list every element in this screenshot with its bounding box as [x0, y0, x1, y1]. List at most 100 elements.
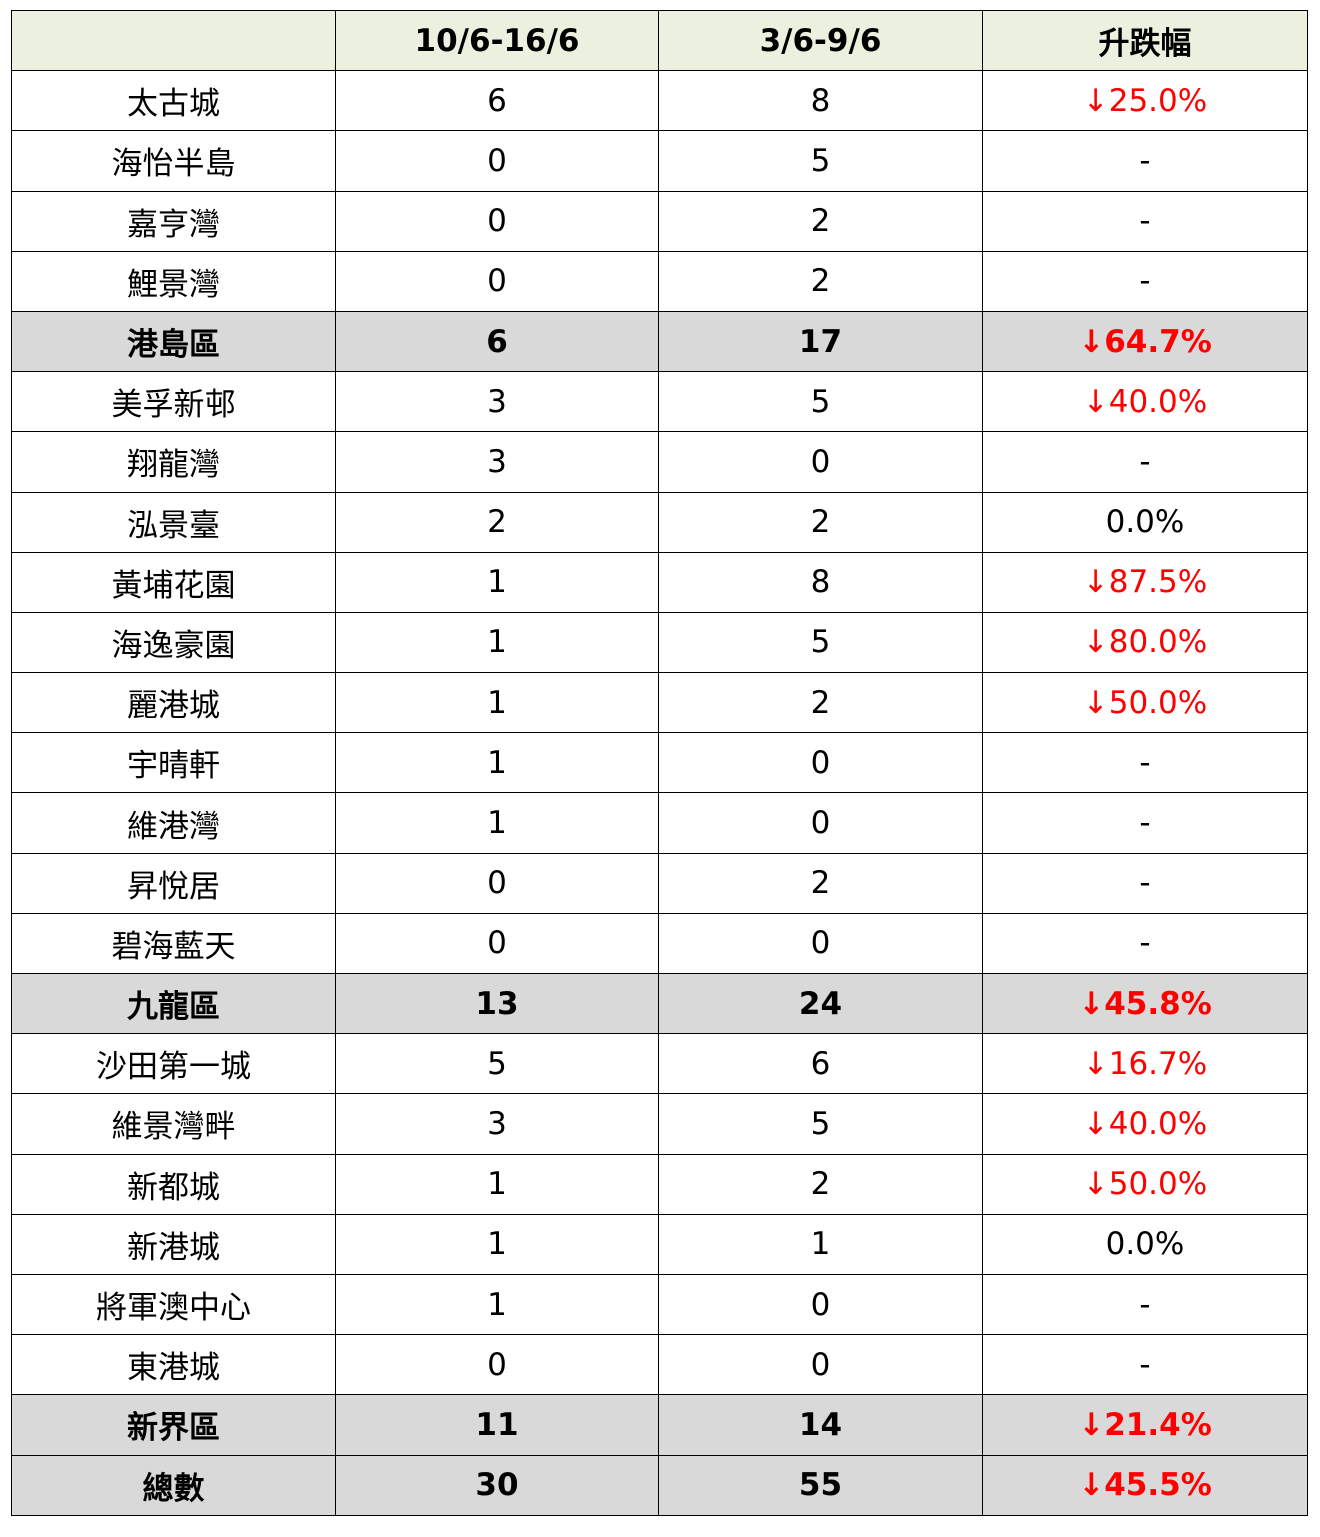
previous-cell: 5: [658, 130, 983, 192]
row: 維景灣畔 3 5 ↓40.0%: [11, 1093, 1308, 1155]
row: 碧海藍天 0 0-: [11, 912, 1308, 975]
subtotal-row: 新界區 11 14 ↓21.4%: [11, 1394, 1308, 1456]
previous-cell: 14: [658, 1394, 983, 1456]
current-cell: 0: [335, 912, 659, 975]
row: 黃埔花園 1 8 ↓87.5%: [11, 551, 1308, 613]
current-cell: 1: [335, 672, 659, 734]
previous-cell: 2: [658, 1153, 983, 1215]
change-cell: ↓64.7%: [982, 310, 1308, 373]
name-cell: 港島區: [11, 310, 336, 373]
header-row: 10/6-16/6 3/6-9/6 升跌幅: [11, 9, 1308, 72]
row: 東港城 0 0-: [11, 1334, 1308, 1396]
previous-cell: 24: [658, 972, 983, 1035]
change-cell: ↓50.0%: [982, 1153, 1308, 1215]
name-cell: 東港城: [11, 1334, 336, 1396]
name-cell: 將軍澳中心: [11, 1273, 336, 1336]
current-cell: 6: [335, 70, 659, 132]
previous-cell: 0: [658, 792, 983, 854]
change-cell: ↓45.8%: [982, 972, 1308, 1035]
previous-cell: 0: [658, 431, 983, 493]
name-cell: 翔龍灣: [11, 431, 336, 493]
current-cell: 0: [335, 130, 659, 192]
name-cell: 黃埔花園: [11, 551, 336, 613]
previous-cell: 1: [658, 1213, 983, 1275]
previous-cell: 2: [658, 852, 983, 914]
row: 宇晴軒 1 0-: [11, 732, 1308, 794]
current-cell: 0: [335, 190, 659, 252]
change-cell: ↓80.0%: [982, 611, 1308, 674]
current-cell: 0: [335, 250, 659, 312]
row: 新都城 1 2 ↓50.0%: [11, 1153, 1308, 1215]
previous-cell: 0: [658, 732, 983, 794]
name-cell: 九龍區: [11, 972, 336, 1035]
previous-cell: 17: [658, 310, 983, 373]
header-cell: 3/6-9/6: [658, 9, 983, 72]
change-cell: ↓40.0%: [982, 371, 1308, 433]
row: 昇悅居 0 2-: [11, 852, 1308, 914]
name-cell: 維景灣畔: [11, 1093, 336, 1155]
name-cell: 碧海藍天: [11, 912, 336, 975]
subtotal-row: 港島區 6 17 ↓64.7%: [11, 310, 1308, 373]
current-cell: 1: [335, 732, 659, 794]
current-cell: 6: [335, 310, 659, 373]
name-cell: 泓景臺: [11, 491, 336, 553]
change-cell: ↓25.0%: [982, 70, 1308, 132]
header-cell: [11, 9, 336, 72]
change-cell: 0.0%: [982, 1213, 1308, 1275]
name-cell: 嘉亨灣: [11, 190, 336, 252]
name-cell: 鯉景灣: [11, 250, 336, 312]
previous-cell: 5: [658, 611, 983, 674]
previous-cell: 0: [658, 1273, 983, 1336]
previous-cell: 8: [658, 70, 983, 132]
previous-cell: 2: [658, 672, 983, 734]
previous-cell: 2: [658, 491, 983, 553]
subtotal-row: 九龍區 13 24 ↓45.8%: [11, 972, 1308, 1035]
current-cell: 0: [335, 1334, 659, 1396]
change-cell: ↓40.0%: [982, 1093, 1308, 1155]
current-cell: 2: [335, 491, 659, 553]
change-cell: -: [982, 1334, 1308, 1396]
change-cell: -: [982, 792, 1308, 854]
previous-cell: 0: [658, 1334, 983, 1396]
current-cell: 1: [335, 611, 659, 674]
previous-cell: 2: [658, 190, 983, 252]
current-cell: 1: [335, 1153, 659, 1215]
name-cell: 太古城: [11, 70, 336, 132]
previous-cell: 5: [658, 1093, 983, 1155]
row: 泓景臺 2 2 0.0%: [11, 491, 1308, 553]
previous-cell: 55: [658, 1454, 983, 1516]
current-cell: 1: [335, 792, 659, 854]
current-cell: 11: [335, 1394, 659, 1456]
current-cell: 3: [335, 1093, 659, 1155]
row: 鯉景灣 0 2-: [11, 250, 1308, 312]
current-cell: 3: [335, 371, 659, 433]
change-cell: ↓21.4%: [982, 1394, 1308, 1456]
change-cell: -: [982, 190, 1308, 252]
name-cell: 海逸豪園: [11, 611, 336, 674]
header-cell: 升跌幅: [982, 9, 1308, 72]
change-cell: ↓87.5%: [982, 551, 1308, 613]
change-cell: -: [982, 732, 1308, 794]
current-cell: 1: [335, 551, 659, 613]
table-body: 太古城 6 8 ↓25.0% 海怡半島 0 5- 嘉亨灣 0 2- 鯉景灣 0 2- 港島區 6 17 ↓64.…: [11, 70, 1308, 1516]
header-cell: 10/6-16/6: [335, 9, 659, 72]
change-cell: -: [982, 431, 1308, 493]
current-cell: 0: [335, 852, 659, 914]
name-cell: 海怡半島: [11, 130, 336, 192]
name-cell: 新港城: [11, 1213, 336, 1275]
current-cell: 5: [335, 1033, 659, 1095]
row: 沙田第一城 5 6 ↓16.7%: [11, 1033, 1308, 1095]
row: 海逸豪園 1 5 ↓80.0%: [11, 611, 1308, 674]
current-cell: 13: [335, 972, 659, 1035]
row: 太古城 6 8 ↓25.0%: [11, 70, 1308, 132]
previous-cell: 2: [658, 250, 983, 312]
row: 將軍澳中心 1 0-: [11, 1273, 1308, 1336]
name-cell: 麗港城: [11, 672, 336, 734]
change-cell: -: [982, 1273, 1308, 1336]
current-cell: 30: [335, 1454, 659, 1516]
row: 麗港城 1 2 ↓50.0%: [11, 672, 1308, 734]
current-cell: 3: [335, 431, 659, 493]
current-cell: 1: [335, 1213, 659, 1275]
change-cell: ↓45.5%: [982, 1454, 1308, 1516]
name-cell: 宇晴軒: [11, 732, 336, 794]
